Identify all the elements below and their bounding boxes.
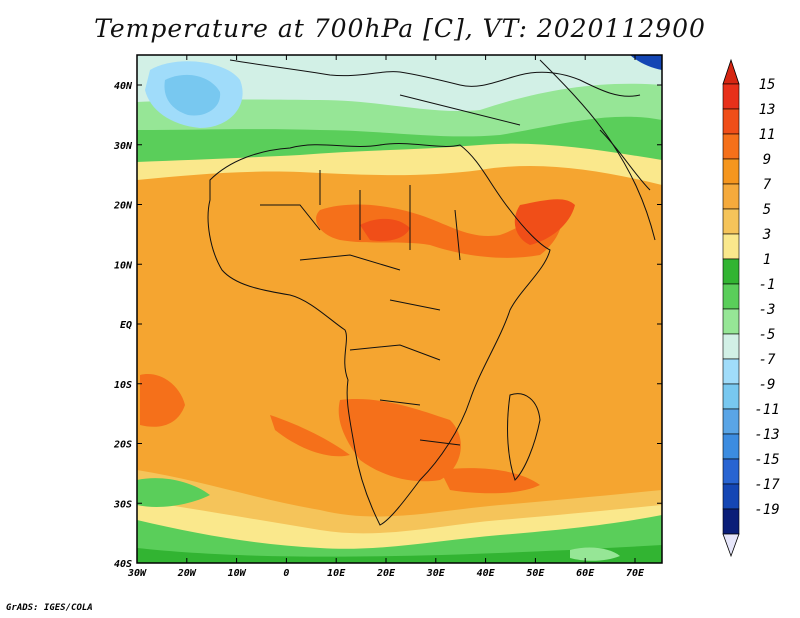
colorbar-swatch bbox=[722, 183, 740, 210]
colorbar-swatch bbox=[722, 383, 740, 410]
lat-tick-label: EQ bbox=[120, 320, 132, 331]
lat-tick-label: 40S bbox=[114, 559, 132, 570]
colorbar-swatch bbox=[722, 133, 740, 160]
map-title: Temperature at 700hPa [C], VT: 202011290… bbox=[94, 14, 706, 43]
colorbar-label: -7 bbox=[759, 352, 776, 368]
colorbar-swatch bbox=[722, 158, 740, 185]
colorbar-label: 5 bbox=[763, 202, 771, 218]
lon-tick-label: 10E bbox=[327, 568, 346, 579]
colorbar-swatch bbox=[722, 258, 740, 285]
lat-tick-label: 20N bbox=[113, 201, 133, 212]
lon-tick-label: 0 bbox=[283, 568, 289, 579]
longitude-axis: 30W 20W 10W 0 10E 20E 30E 40E 50E 60E 70E bbox=[127, 55, 645, 579]
colorbar-label: 1 bbox=[763, 252, 771, 268]
colorbar-swatch bbox=[722, 408, 740, 435]
colorbar-label: -15 bbox=[754, 452, 779, 468]
lon-tick-label: 30W bbox=[127, 568, 147, 579]
colorbar-label: -1 bbox=[759, 277, 776, 293]
colorbar-swatch bbox=[722, 83, 740, 110]
colorbar-label: -5 bbox=[759, 327, 776, 343]
colorbar-label: 7 bbox=[763, 177, 772, 193]
lat-tick-label: 10N bbox=[114, 260, 133, 271]
coastlines bbox=[207, 59, 656, 526]
lon-tick-label: 40E bbox=[477, 568, 496, 579]
colorbar-swatch bbox=[722, 508, 740, 535]
colorbar-label: -11 bbox=[754, 402, 779, 418]
colorbar-swatch bbox=[722, 208, 740, 235]
lat-tick-label: 30S bbox=[113, 499, 132, 510]
colorbar-swatch bbox=[722, 233, 740, 260]
lon-tick-label: 10W bbox=[228, 568, 247, 579]
colorbar-swatch bbox=[722, 283, 740, 310]
lon-tick-label: 70E bbox=[626, 568, 645, 579]
colorbar-label: 13 bbox=[759, 102, 776, 118]
colorbar-swatch bbox=[722, 333, 740, 360]
colorbar-bottom-arrow bbox=[722, 533, 740, 558]
lon-tick-label: 50E bbox=[526, 568, 545, 579]
grads-credit: GrADS: IGES/COLA bbox=[6, 603, 93, 613]
colorbar-label: 15 bbox=[759, 77, 776, 93]
colorbar-top-arrow bbox=[722, 58, 740, 85]
colorbar-label: -9 bbox=[759, 377, 776, 393]
latitude-axis: 40N 30N 20N 10N EQ 10S 20S 30S 40S bbox=[113, 81, 662, 570]
colorbar-swatch bbox=[722, 483, 740, 510]
colorbar: 15 13 11 9 7 5 3 1 -1 -3 -5 -7 -9 -11 -13 -15 -17 -19 bbox=[722, 58, 780, 558]
lon-tick-label: 60E bbox=[576, 568, 595, 579]
lat-tick-label: 20S bbox=[113, 440, 132, 451]
colorbar-label: 11 bbox=[759, 127, 776, 143]
lat-tick-label: 10S bbox=[114, 380, 132, 391]
lon-tick-label: 20W bbox=[177, 568, 197, 579]
colorbar-label: -17 bbox=[754, 477, 780, 493]
lat-tick-label: 40N bbox=[114, 81, 133, 92]
colorbar-label: 9 bbox=[763, 152, 771, 168]
plot-frame bbox=[136, 54, 663, 564]
lon-tick-label: 30E bbox=[426, 568, 446, 579]
colorbar-label: 3 bbox=[762, 227, 771, 243]
temperature-field bbox=[137, 55, 662, 563]
colorbar-label: -19 bbox=[754, 502, 779, 518]
colorbar-swatch bbox=[722, 458, 740, 485]
colorbar-swatch bbox=[722, 433, 740, 460]
colorbar-label: -3 bbox=[759, 302, 776, 318]
colorbar-swatch bbox=[722, 308, 740, 335]
colorbar-swatch bbox=[722, 108, 740, 135]
lon-tick-label: 20E bbox=[376, 568, 396, 579]
colorbar-label: -13 bbox=[754, 427, 779, 443]
colorbar-swatch bbox=[722, 358, 740, 385]
lat-tick-label: 30N bbox=[113, 141, 133, 152]
